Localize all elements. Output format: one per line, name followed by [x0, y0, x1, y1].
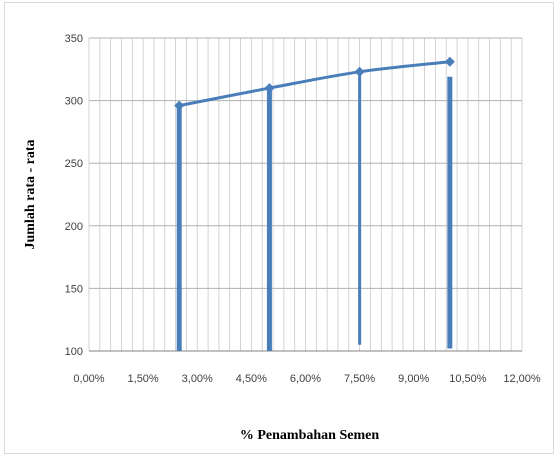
- drop-lines: [176, 71, 453, 351]
- x-tick-labels: 0,00% 1,50% 3,00% 4,50% 6,00% 7,50% 9,00% 10,50…: [73, 373, 540, 385]
- y-tick-label: 100: [65, 346, 83, 358]
- y-tick-label: 300: [65, 96, 83, 108]
- y-tick-label: 200: [65, 221, 83, 233]
- x-tick-label: 7,50%: [344, 373, 375, 385]
- vertical-gridlines: [88, 38, 523, 351]
- data-point: [174, 100, 185, 111]
- y-tick-labels: 100 150 200 250 300 350: [65, 33, 83, 358]
- data-point: [444, 56, 455, 67]
- x-tick-label: 1,50%: [128, 373, 159, 385]
- y-tick-label: 250: [65, 158, 83, 170]
- y-axis-title: Jumlah rata - rata: [23, 139, 38, 249]
- x-tick-label: 0,00%: [73, 373, 104, 385]
- y-tick-label: 350: [65, 33, 83, 45]
- x-tick-label: 4,50%: [236, 373, 267, 385]
- data-point: [264, 83, 275, 94]
- series-markers: [174, 56, 455, 111]
- chart-frame: [4, 2, 554, 454]
- x-tick-label: 9,00%: [398, 373, 429, 385]
- series-line: [178, 60, 450, 108]
- x-tick-label: 3,00%: [182, 373, 213, 385]
- y-tick-label: 150: [65, 283, 83, 295]
- x-axis-title: % Penambahan Semen: [240, 428, 379, 443]
- data-point: [354, 66, 365, 77]
- x-tick-label: 12,00%: [503, 373, 541, 385]
- x-tick-label: 6,00%: [290, 373, 321, 385]
- x-tick-label: 10,50%: [449, 373, 487, 385]
